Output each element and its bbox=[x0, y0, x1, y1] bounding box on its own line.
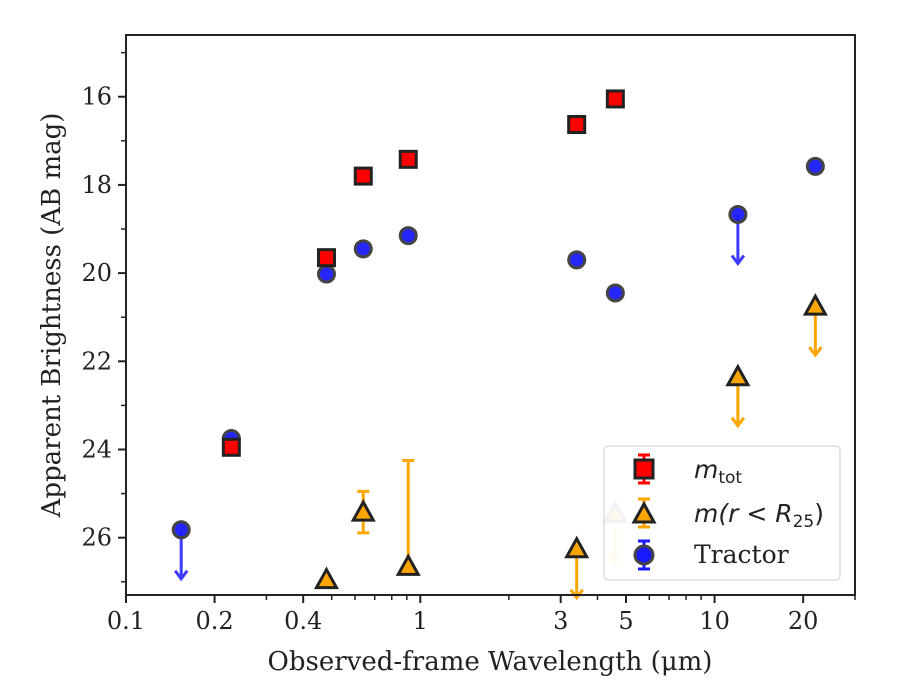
r25-point-3 bbox=[395, 553, 421, 576]
tractor-point-3 bbox=[316, 264, 336, 284]
mtot-point-4 bbox=[398, 149, 418, 169]
x-tick-label-0.4: 0.4 bbox=[284, 607, 322, 635]
mtot-point-1 bbox=[221, 437, 241, 457]
x-tick-label-10: 10 bbox=[699, 607, 730, 635]
tractor-point-8 bbox=[728, 204, 748, 224]
r25-point-2-group bbox=[350, 489, 376, 535]
r25-point-1-group bbox=[313, 566, 340, 590]
legend-tractor-text: Tractor bbox=[694, 540, 789, 569]
y-tick-label-16: 16 bbox=[81, 83, 112, 111]
y-axis-label: Apparent Brightness (AB mag) bbox=[37, 113, 67, 519]
tractor-point-4 bbox=[353, 239, 373, 259]
legend-box bbox=[603, 445, 841, 581]
tractor-point-1 bbox=[171, 520, 191, 540]
r25-point-7-arrow-head bbox=[808, 346, 823, 358]
legend-mtot-square-icon bbox=[633, 458, 655, 480]
r25-point-2 bbox=[350, 499, 376, 522]
plot-frame bbox=[125, 34, 856, 596]
mtot-point-6 bbox=[605, 89, 625, 109]
r25-point-7-group bbox=[802, 293, 828, 358]
x-axis-label: Observed-frame Wavelength (μm) bbox=[268, 647, 713, 677]
y-tick-label-24: 24 bbox=[81, 435, 112, 463]
y-tick-label-20: 20 bbox=[81, 259, 112, 287]
r25-point-3-group bbox=[395, 459, 421, 576]
legend-tractor: Tractor bbox=[633, 539, 789, 571]
r25-point-4-group bbox=[564, 535, 590, 601]
x-tick-label-0.2: 0.2 bbox=[196, 607, 234, 635]
r25-point-4 bbox=[564, 535, 590, 559]
tractor-point-8-arrow-head bbox=[730, 254, 746, 266]
legend-mtot: mtot bbox=[633, 453, 742, 488]
svg-text:m(r < R25): m(r < R25) bbox=[694, 499, 824, 532]
mtot-point-2 bbox=[316, 248, 336, 268]
legend-mtot-subscript: tot bbox=[718, 468, 742, 488]
x-tick-label-3: 3 bbox=[553, 607, 568, 635]
tractor-point-1-arrow-head bbox=[173, 569, 189, 582]
legend-r25: m(r < R25) bbox=[631, 497, 824, 532]
tractor-point-5 bbox=[398, 226, 418, 246]
x-tick-label-5: 5 bbox=[618, 607, 633, 635]
svg-text:mtot: mtot bbox=[694, 455, 742, 488]
mtot-point-3 bbox=[353, 166, 373, 186]
legend-mtot-text: m bbox=[694, 455, 718, 484]
r25-point-6-group bbox=[725, 363, 751, 429]
y-tick-label-26: 26 bbox=[81, 524, 112, 552]
legend-tractor-circle-icon bbox=[633, 544, 655, 566]
r25-point-7 bbox=[802, 293, 828, 316]
r25-point-6-arrow-head bbox=[730, 416, 746, 429]
tractor-point-7 bbox=[605, 283, 625, 303]
tractor-point-9 bbox=[805, 156, 825, 176]
legend-r25-close: ) bbox=[814, 499, 824, 528]
legend-r25-mid: (r < R bbox=[718, 499, 792, 528]
legend: mtot m(r < R25) Tractor bbox=[603, 445, 841, 581]
legend-r25-subscript: 25 bbox=[793, 512, 815, 532]
y-tick-label-22: 22 bbox=[81, 347, 112, 375]
x-tick-label-20: 20 bbox=[788, 607, 819, 635]
mtot-point-5 bbox=[567, 115, 587, 135]
x-tick-label-1: 1 bbox=[413, 607, 428, 635]
r25-point-1 bbox=[313, 566, 340, 590]
legend-r25-m: m bbox=[694, 499, 718, 528]
r25-point-4-arrow-head bbox=[569, 588, 584, 601]
y-tick-label-18: 18 bbox=[81, 171, 112, 199]
tractor-point-6 bbox=[567, 250, 587, 270]
x-tick-label-0.1: 0.1 bbox=[107, 607, 145, 635]
axis-ticks: 0.1 0.2 0.4 1 3 5 10 20 16 18 20 22 24 26 bbox=[81, 51, 856, 635]
r25-point-6 bbox=[725, 363, 751, 387]
legend-r25-triangle-icon bbox=[631, 500, 657, 524]
